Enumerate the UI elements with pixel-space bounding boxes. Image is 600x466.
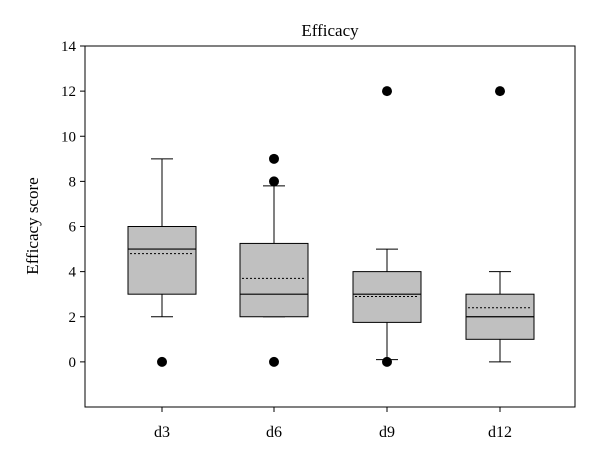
x-tick-label: d6: [266, 424, 282, 441]
iqr-box: [127, 226, 197, 295]
iqr-box: [352, 271, 422, 323]
y-tick-label: 6: [69, 220, 77, 236]
box-d12: [465, 86, 535, 363]
outlier-point: [382, 356, 392, 367]
box-d3: [127, 158, 197, 367]
box-series: [127, 86, 535, 367]
y-tick-label: 2: [69, 310, 77, 326]
outlier-point: [495, 86, 505, 97]
y-tick-label: 12: [61, 84, 76, 100]
outlier-point: [382, 86, 392, 97]
y-tick-label: 4: [69, 265, 77, 281]
iqr-box: [239, 242, 309, 318]
chart-title: Efficacy: [301, 21, 359, 40]
x-tick-label: d9: [379, 424, 395, 441]
box-d6: [239, 153, 309, 367]
y-tick-label: 8: [69, 174, 77, 190]
x-tick-label: d12: [488, 424, 512, 441]
outlier-point: [269, 176, 279, 187]
y-tick-label: 10: [61, 129, 76, 145]
outlier-point: [157, 356, 167, 367]
outlier-point: [269, 356, 279, 367]
x-axis: d3 d6 d9 d12: [154, 407, 512, 441]
y-axis: 0 2 4 6 8 10 12 14: [61, 39, 85, 371]
y-tick-label: 0: [69, 355, 77, 371]
outlier-point: [269, 153, 279, 164]
y-tick-label: 14: [61, 39, 77, 55]
box-d9: [352, 86, 422, 367]
y-axis-label: Efficacy score: [23, 177, 42, 274]
x-tick-label: d3: [154, 424, 170, 441]
